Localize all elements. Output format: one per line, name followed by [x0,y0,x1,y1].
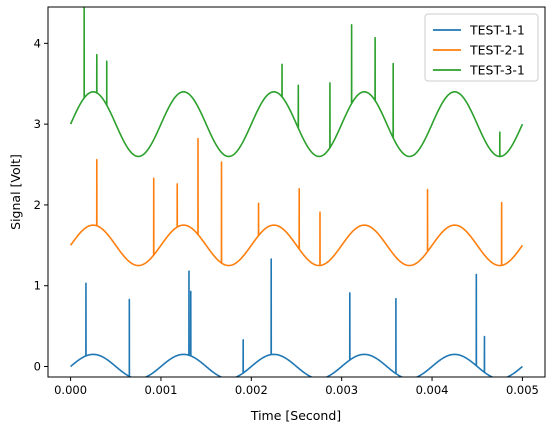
legend-label: TEST-1-1 [469,23,525,38]
y-tick-label: 0 [34,359,41,373]
y-tick-label: 4 [34,36,41,50]
x-tick-label: 0.001 [144,383,177,397]
x-tick-label: 0.005 [506,383,539,397]
x-tick-label: 0.003 [325,383,358,397]
legend-entries: TEST-1-1 TEST-2-1 TEST-3-1 [433,23,525,78]
y-tick-label: 2 [34,198,41,212]
legend: TEST-1-1 TEST-2-1 TEST-3-1 [425,14,538,81]
legend-label: TEST-3-1 [469,63,525,78]
x-tick-label: 0.002 [235,383,268,397]
y-tick-label: 1 [34,279,41,293]
x-tick-label: 0.000 [54,383,87,397]
x-tick-label: 0.004 [416,383,449,397]
x-axis-label: Time [Second] [250,408,341,423]
legend-label: TEST-2-1 [469,43,525,58]
y-axis-label: Signal [Volt] [8,154,23,230]
y-tick-label: 3 [34,117,41,131]
